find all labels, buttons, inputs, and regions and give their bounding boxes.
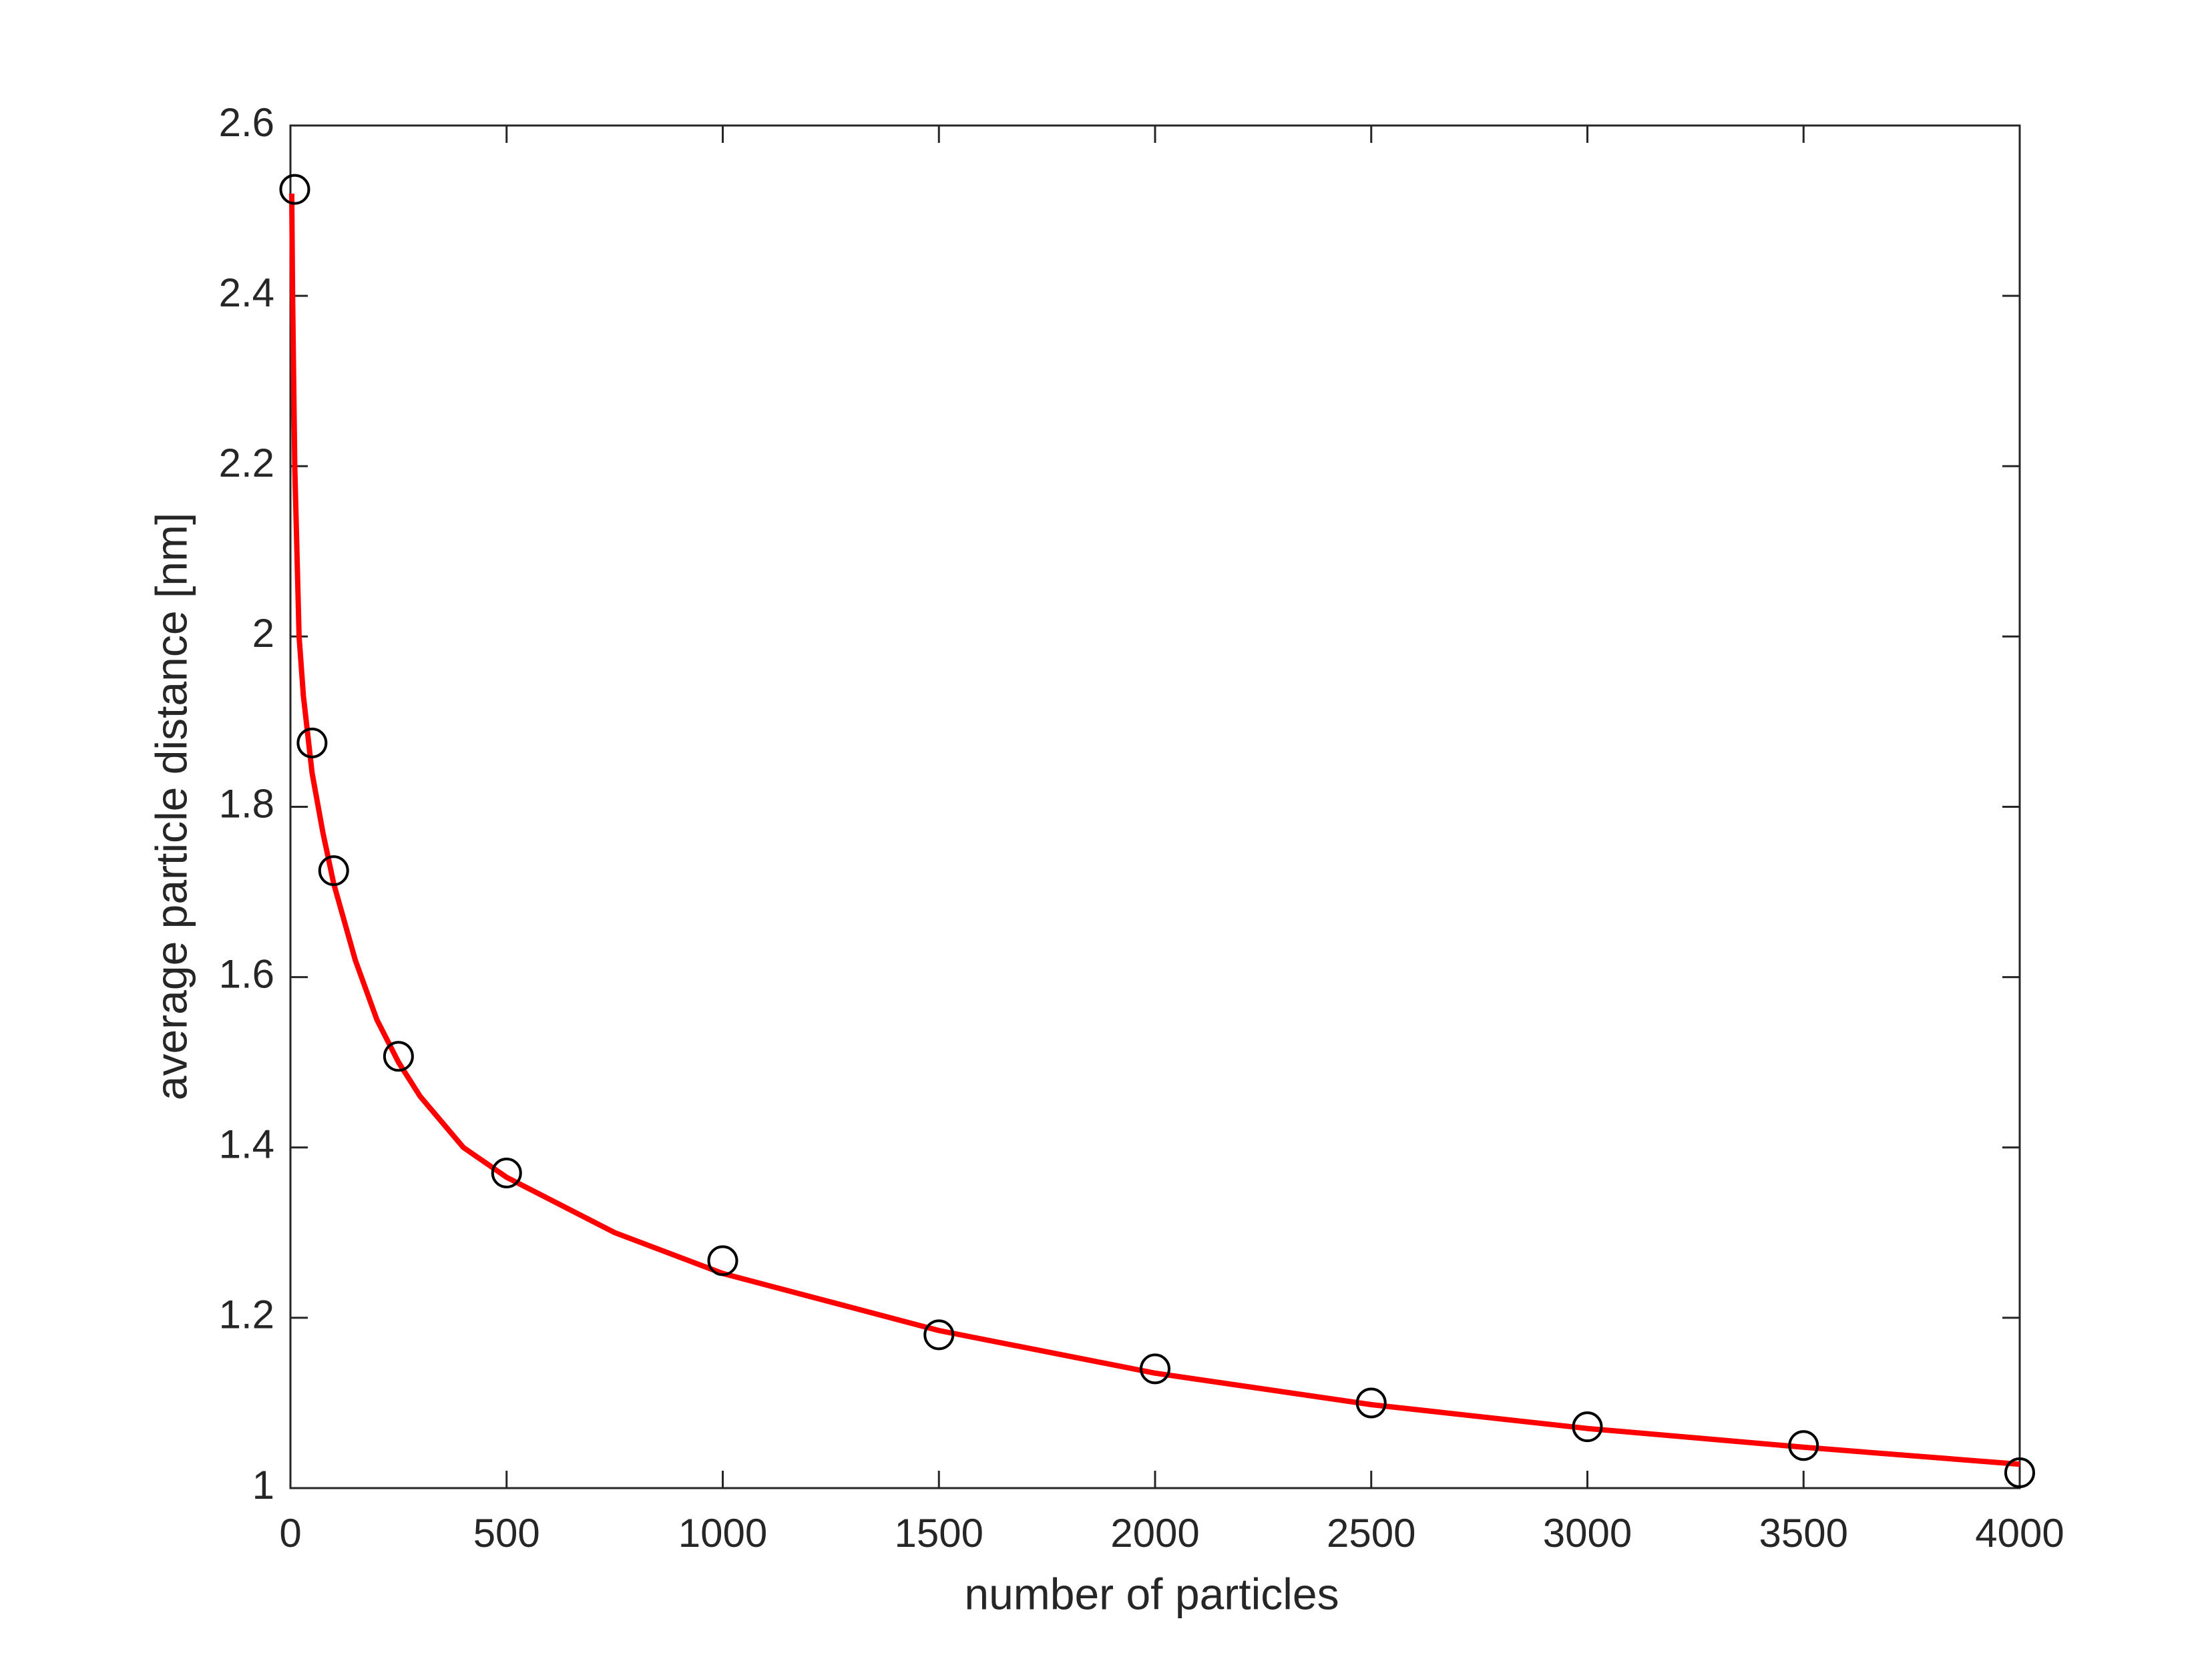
data-point bbox=[296, 727, 328, 758]
data-point bbox=[491, 1158, 522, 1189]
data-point bbox=[707, 1245, 738, 1276]
data-point bbox=[1572, 1411, 1603, 1443]
fit-line bbox=[288, 194, 2020, 1467]
y-tick-label: 1.2 bbox=[219, 1292, 274, 1337]
y-tick-label: 1 bbox=[252, 1463, 274, 1507]
y-tick-label: 1.4 bbox=[219, 1122, 274, 1167]
data-point bbox=[279, 174, 310, 205]
y-tick-label: 2.6 bbox=[219, 100, 274, 145]
data-point bbox=[1140, 1353, 1170, 1385]
x-tick-label: 1000 bbox=[678, 1511, 767, 1556]
x-tick-label: 1500 bbox=[895, 1511, 983, 1556]
plot-frame bbox=[289, 124, 2021, 1489]
x-tick-label: 3500 bbox=[1759, 1511, 1848, 1556]
x-tick-label: 2500 bbox=[1327, 1511, 1415, 1556]
y-tick-label: 2.4 bbox=[219, 270, 274, 315]
data-point bbox=[1355, 1387, 1387, 1419]
x-tick-label: 0 bbox=[279, 1511, 301, 1556]
y-tick-label: 1.6 bbox=[219, 951, 274, 996]
y-tick-label: 2 bbox=[252, 611, 274, 656]
x-tick-label: 3000 bbox=[1543, 1511, 1632, 1556]
data-point bbox=[318, 855, 349, 887]
data-point bbox=[1788, 1430, 1819, 1461]
y-axis-label: average particle distance [nm] bbox=[146, 513, 196, 1100]
x-tick-label: 2000 bbox=[1110, 1511, 1199, 1556]
y-tick-label: 2.2 bbox=[219, 441, 274, 485]
y-tick-label: 1.8 bbox=[219, 781, 274, 826]
data-point bbox=[383, 1041, 414, 1072]
data-point bbox=[923, 1319, 955, 1351]
data-point bbox=[2004, 1457, 2035, 1489]
x-tick-label: 4000 bbox=[1975, 1511, 2064, 1556]
x-tick-label: 500 bbox=[473, 1511, 540, 1556]
x-axis-label: number of particles bbox=[964, 1569, 1339, 1618]
